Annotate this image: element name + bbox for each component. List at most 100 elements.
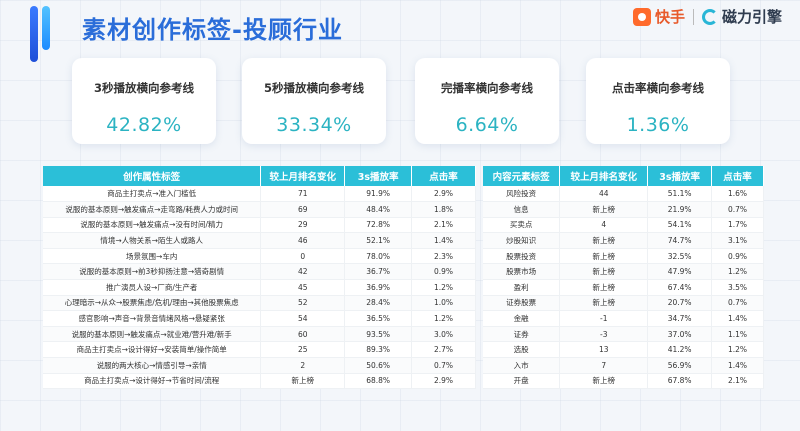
column-header: 较上月排名变化 <box>559 166 649 186</box>
table-cell: 68.8% <box>344 373 413 390</box>
table-cell: 56.9% <box>647 357 713 374</box>
table-cell: 金融 <box>483 310 561 327</box>
table-cell: 2.3% <box>411 248 476 265</box>
table-cell: 说服的两大核心→情感引导→亲情 <box>43 357 262 374</box>
table-cell: 1.4% <box>711 310 764 327</box>
brand-logos: 快手 磁力引擎 <box>632 6 782 27</box>
table-cell: 44 <box>559 186 649 203</box>
table-cell: 2.7% <box>411 341 476 359</box>
table-cell: 说服的基本原则→触发痛点→走弯路/耗费人力或时间 <box>43 201 262 218</box>
column-header: 较上月排名变化 <box>260 166 346 186</box>
table-cell: 20.7% <box>647 295 713 312</box>
table-cell: 29 <box>260 217 346 234</box>
table-cell: 说服的基本原则→触发痛点→没有时间/精力 <box>43 217 262 234</box>
table-row: 风险投资 44 51.1% 1.6% <box>483 186 764 203</box>
table-cell: 36.7% <box>344 263 413 281</box>
table-row: 股票市场 新上榜 47.9% 1.2% <box>483 263 764 281</box>
table-cell: 1.4% <box>711 357 764 374</box>
table-cell: 0.7% <box>711 295 764 312</box>
table-cell: 47.9% <box>647 263 713 281</box>
table-cell: 0.9% <box>711 248 764 265</box>
table-cell: 入市 <box>483 357 561 374</box>
table-cell: 1.6% <box>711 186 764 203</box>
table-cell: 48.4% <box>344 201 413 218</box>
table-cell: 21.9% <box>647 201 713 218</box>
table-cell: 36.5% <box>344 310 413 327</box>
table-cell: 新上榜 <box>260 373 346 390</box>
table-cell: 1.8% <box>411 201 476 218</box>
table-cell: 买卖点 <box>483 217 561 234</box>
table-cell: 52 <box>260 295 346 312</box>
table-cell: -1 <box>559 310 649 327</box>
table-cell: 52.1% <box>344 232 413 249</box>
table-row: 说服的基本原则→前3秒抑扬注意→猎奇剧情 42 36.7% 0.9% <box>43 263 476 281</box>
reference-line-cards: 3秒播放横向参考线 42.82% 5秒播放横向参考线 33.34% 完播率横向参… <box>72 58 732 148</box>
table-cell: 41.2% <box>647 341 713 359</box>
table-cell: 91.9% <box>344 186 413 203</box>
metric-card-value: 6.64% <box>455 114 519 136</box>
table-row: 情境→人物关系→陌生人或路人 46 52.1% 1.4% <box>43 232 476 249</box>
table-cell: 2.9% <box>411 373 476 390</box>
table-cell: 54.1% <box>647 217 713 234</box>
content-element-table: 内容元素标签 较上月排名变化 3s播放率 点击率 风险投资 44 51.1% 1.6%… <box>483 166 764 390</box>
table-cell: 0.9% <box>411 263 476 281</box>
table-cell: 股票市场 <box>483 263 561 281</box>
metric-card-5s-play: 5秒播放横向参考线 33.34% <box>242 58 386 144</box>
table-cell: 60 <box>260 326 346 343</box>
table-cell: 74.7% <box>647 232 713 249</box>
table-cell: 新上榜 <box>559 263 649 281</box>
table-cell: 0.7% <box>711 201 764 218</box>
table-cell: 50.6% <box>344 357 413 374</box>
table-cell: 28.4% <box>344 295 413 312</box>
table-row: 金融 -1 34.7% 1.4% <box>483 310 764 327</box>
column-header: 创作属性标签 <box>43 166 262 186</box>
table-cell: 说服的基本原则→前3秒抑扬注意→猎奇剧情 <box>43 263 262 281</box>
table-header-row: 内容元素标签 较上月排名变化 3s播放率 点击率 <box>483 166 764 186</box>
table-cell: 2.1% <box>711 373 764 390</box>
table-cell: 2.1% <box>411 217 476 234</box>
kuaishou-logo-icon <box>632 7 651 26</box>
table-cell: 1.1% <box>711 326 764 343</box>
table-cell: 7 <box>559 357 649 374</box>
table-cell: 93.5% <box>344 326 413 343</box>
table-cell: 2.9% <box>411 186 476 203</box>
table-cell: 说服的基本原则→触发痛点→就业难/营升难/新手 <box>43 326 262 343</box>
table-cell: 67.8% <box>647 373 713 390</box>
cili-logo-icon <box>701 8 718 25</box>
table-row: 说服的基本原则→触发痛点→就业难/营升难/新手 60 93.5% 3.0% <box>43 326 476 343</box>
metric-card-label: 5秒播放横向参考线 <box>263 81 364 95</box>
table-cell: 推广演员人设→厂商/生产者 <box>43 279 262 296</box>
logo-bar-left <box>30 6 38 62</box>
table-row: 选股 13 41.2% 1.2% <box>483 341 764 359</box>
table-cell: 69 <box>260 201 346 218</box>
metric-card-value: 42.82% <box>106 114 182 136</box>
table-cell: -3 <box>559 326 649 343</box>
table-cell: 3.0% <box>411 326 476 343</box>
table-row: 证券 -3 37.0% 1.1% <box>483 326 764 343</box>
table-row: 盈利 新上榜 67.4% 3.5% <box>483 279 764 296</box>
table-cell: 1.2% <box>711 263 764 281</box>
table-cell: 选股 <box>483 341 561 359</box>
column-header: 3s播放率 <box>647 166 713 186</box>
column-header: 3s播放率 <box>344 166 413 186</box>
table-cell: 盈利 <box>483 279 561 296</box>
table-cell: 商品主打卖点→设计得好→节省时间/流程 <box>43 373 262 390</box>
table-row: 心理暗示→从众→股票焦虑/危机/理由→其他股票焦虑 52 28.4% 1.0% <box>43 295 476 312</box>
metric-card-label: 点击率横向参考线 <box>612 81 704 95</box>
column-header: 点击率 <box>711 166 764 186</box>
table-cell: 0 <box>260 248 346 265</box>
table-cell: 51.1% <box>647 186 713 203</box>
table-cell: 开盘 <box>483 373 561 390</box>
table-cell: 1.4% <box>411 232 476 249</box>
table-cell: 37.0% <box>647 326 713 343</box>
metric-card-label: 完播率横向参考线 <box>441 81 533 95</box>
metric-card-completion: 完播率横向参考线 6.64% <box>415 58 559 144</box>
table-cell: 商品主打卖点→准入门槛低 <box>43 186 262 203</box>
table-cell: 4 <box>559 217 649 234</box>
table-cell: 54 <box>260 310 346 327</box>
column-header: 点击率 <box>411 166 476 186</box>
table-cell: 89.3% <box>344 341 413 359</box>
table-row: 说服的基本原则→触发痛点→没有时间/精力 29 72.8% 2.1% <box>43 217 476 234</box>
table-cell: 36.9% <box>344 279 413 296</box>
table-cell: 13 <box>559 341 649 359</box>
